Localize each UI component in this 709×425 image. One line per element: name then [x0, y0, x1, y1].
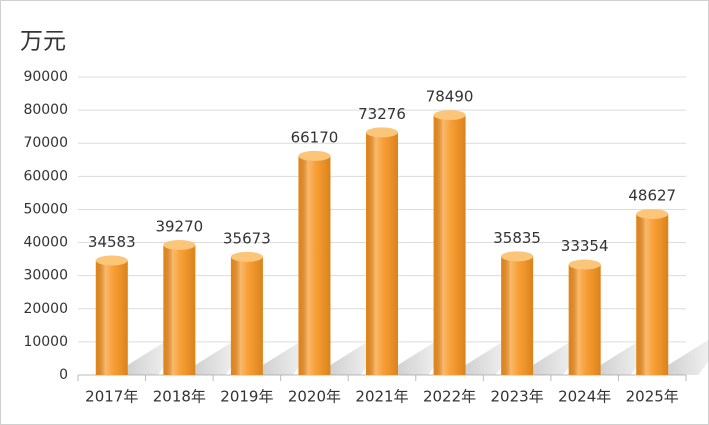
- bar-shine: [230, 256, 263, 375]
- bar-cap: [95, 255, 128, 266]
- bar-shine: [163, 244, 196, 375]
- bar-cap: [568, 259, 601, 270]
- x-tick-label: 2017年: [85, 388, 138, 406]
- bar-shine: [568, 264, 601, 375]
- bar-cap: [298, 150, 331, 161]
- bar-shine: [366, 132, 398, 375]
- value-label: 34583: [88, 233, 136, 251]
- bar-shine: [433, 115, 466, 375]
- x-tick-label: 2019年: [220, 388, 273, 406]
- bar-shine: [501, 256, 534, 375]
- bar-cap: [636, 208, 669, 219]
- bar-cap: [163, 239, 196, 250]
- bar-shadow: [668, 339, 709, 375]
- value-label: 48627: [628, 186, 676, 204]
- bar-cap: [366, 127, 398, 138]
- x-tick-label: 2021年: [355, 388, 408, 406]
- value-label: 35673: [223, 229, 271, 247]
- y-tick-label: 10000: [23, 334, 68, 350]
- bar-shine: [95, 260, 128, 375]
- value-label: 35835: [493, 229, 541, 247]
- chart-title: 万元: [20, 29, 66, 55]
- y-tick-label: 0: [59, 367, 68, 383]
- value-label: 39270: [155, 217, 203, 235]
- value-label: 33354: [561, 237, 609, 255]
- y-tick-label: 50000: [23, 201, 68, 217]
- y-tick-label: 90000: [23, 69, 68, 85]
- y-tick-label: 20000: [23, 301, 68, 317]
- value-label: 73276: [358, 105, 406, 123]
- y-tick-label: 70000: [23, 135, 68, 151]
- bar-shine: [298, 155, 331, 375]
- bar-cap: [230, 251, 263, 262]
- value-label: 66170: [291, 128, 339, 146]
- bar-cap: [433, 110, 466, 121]
- x-tick-label: 2020年: [288, 388, 341, 406]
- value-label: 78490: [426, 88, 474, 106]
- y-tick-label: 60000: [23, 168, 68, 184]
- y-tick-label: 30000: [23, 268, 68, 284]
- y-tick-label: 80000: [23, 102, 68, 118]
- x-tick-label: 2022年: [423, 388, 476, 406]
- x-tick-label: 2025年: [626, 388, 679, 406]
- bar-shine: [636, 213, 669, 375]
- x-tick-label: 2023年: [491, 388, 544, 406]
- x-tick-label: 2018年: [153, 388, 206, 406]
- bar-cap: [501, 251, 534, 262]
- x-tick-label: 2024年: [558, 388, 611, 406]
- y-tick-label: 40000: [23, 235, 68, 251]
